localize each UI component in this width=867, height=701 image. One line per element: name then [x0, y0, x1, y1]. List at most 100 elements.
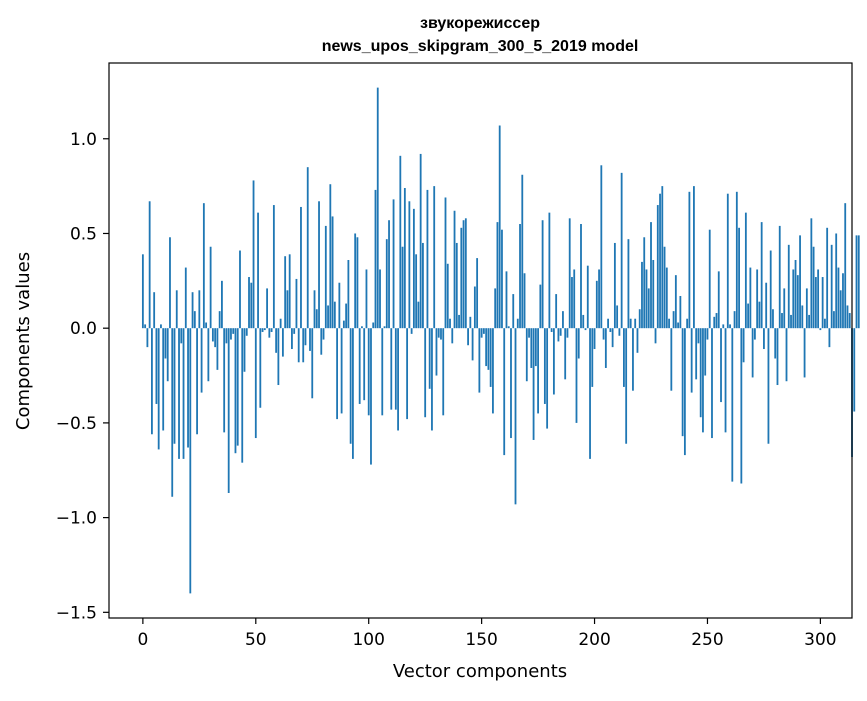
bar-2	[146, 328, 149, 348]
bar-69	[297, 328, 300, 363]
bar-296	[810, 218, 813, 329]
bar-234	[670, 328, 673, 391]
bar-99	[365, 269, 368, 329]
bar-272	[756, 269, 759, 329]
bar-224	[647, 288, 650, 329]
bar-143	[464, 218, 467, 329]
bar-255	[717, 271, 720, 329]
bar-310	[842, 273, 844, 329]
bar-273	[758, 301, 761, 329]
bar-36	[223, 328, 226, 433]
bar-294	[805, 288, 808, 329]
bar-55	[266, 288, 268, 329]
bar-203	[600, 165, 603, 329]
bar-277	[767, 328, 770, 444]
bar-207	[609, 328, 612, 332]
bar-60	[277, 328, 280, 386]
bar-125	[424, 328, 427, 418]
bar-227	[654, 328, 657, 344]
bar-301	[821, 277, 824, 329]
bar-259	[726, 193, 729, 329]
bar-286	[787, 244, 790, 329]
bar-132	[440, 328, 442, 340]
bar-181	[550, 328, 553, 332]
bar-311	[844, 203, 847, 329]
bar-313	[848, 313, 851, 329]
bar-160	[503, 328, 506, 456]
bar-171	[528, 328, 530, 338]
bar-61	[279, 318, 282, 329]
bar-170	[525, 328, 528, 382]
bar-72	[304, 328, 307, 346]
bar-166	[516, 318, 519, 329]
bar-100	[367, 328, 370, 416]
bar-236	[674, 275, 677, 329]
bar-10	[164, 328, 167, 359]
bar-16	[178, 328, 180, 459]
bar-59	[275, 328, 278, 353]
bar-251	[708, 229, 711, 329]
bar-307	[835, 233, 838, 329]
bar-285	[785, 328, 788, 382]
bar-44	[241, 328, 244, 463]
bar-295	[808, 314, 810, 329]
bar-281	[776, 328, 779, 386]
bar-13	[171, 328, 174, 497]
bar-257	[722, 324, 725, 329]
y-tick-label: −1.0	[56, 509, 97, 529]
bar-190	[571, 277, 573, 329]
bar-298	[814, 277, 817, 329]
bar-154	[489, 328, 492, 387]
bar-14	[173, 328, 176, 444]
bar-53	[261, 328, 264, 332]
bar-20	[187, 328, 189, 448]
bar-58	[272, 205, 275, 329]
bar-252	[711, 328, 713, 439]
bar-25	[198, 290, 201, 329]
bar-152	[485, 328, 488, 367]
bar-266	[742, 328, 745, 363]
bar-292	[801, 305, 804, 329]
bar-75	[311, 328, 314, 399]
bar-88	[340, 328, 343, 414]
y-tick-label: 1.0	[70, 130, 97, 150]
x-tick-label: 0	[137, 630, 148, 650]
bar-231	[663, 246, 666, 329]
bar-138	[453, 210, 456, 329]
x-tick-label: 200	[578, 630, 610, 650]
bar-155	[492, 328, 494, 414]
bar-112	[394, 328, 397, 410]
bar-89	[342, 320, 345, 329]
bar-191	[573, 269, 576, 329]
bar-188	[566, 328, 569, 338]
bar-27	[202, 203, 205, 329]
bar-149	[478, 328, 481, 393]
bar-21	[189, 328, 192, 594]
bar-54	[263, 328, 266, 331]
bar-106	[381, 328, 384, 416]
chart-title: звукорежиссер	[420, 15, 540, 32]
bar-258	[724, 328, 727, 433]
bar-163	[510, 328, 512, 439]
bar-114	[399, 155, 402, 329]
bar-305	[830, 244, 833, 329]
bar-271	[753, 328, 756, 340]
bar-158	[498, 125, 501, 329]
bar-142	[462, 220, 465, 329]
bar-107	[383, 326, 386, 329]
bar-217	[632, 328, 634, 391]
bar-24	[196, 328, 198, 435]
bar-32	[214, 328, 217, 348]
bar-185	[559, 328, 562, 336]
bar-316	[855, 235, 858, 329]
bar-210	[616, 305, 619, 329]
bar-262	[733, 311, 736, 329]
bar-193	[577, 328, 580, 359]
bar-304	[828, 328, 831, 348]
x-tick-label: 50	[245, 630, 267, 650]
bar-214	[625, 328, 628, 444]
bar-245	[695, 328, 698, 380]
x-axis-label: Vector components	[393, 661, 567, 682]
bar-261	[731, 328, 734, 482]
bar-184	[557, 328, 560, 342]
